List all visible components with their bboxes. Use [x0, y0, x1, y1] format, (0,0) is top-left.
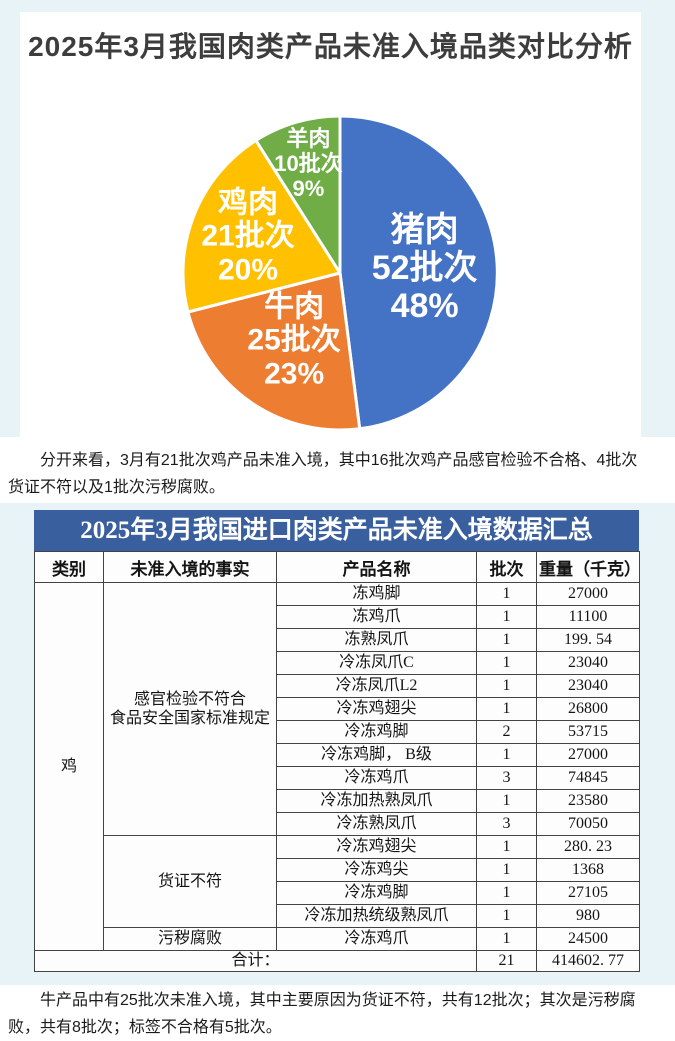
batches-cell: 1 [476, 789, 537, 813]
product-cell: 冷冻鸡脚， B级 [276, 743, 477, 767]
pie-label-beef: 牛肉 25批次 23% [247, 290, 341, 391]
table-body: 鸡感官检验不符合 食品安全国家标准规定 冻鸡脚 1 27000 冻鸡爪 1 11100 冻熟凤爪… [34, 582, 640, 951]
product-cell: 冷冻加热熟凤爪 [276, 789, 477, 813]
table-row: 冷冻加热统级熟凤爪 1 980 [35, 904, 640, 928]
paragraph-band-1: 分开来看，3月有21批次鸡产品未准入境，其中16批次鸡产品感官检验不合格、4批次… [0, 437, 675, 503]
pie-label-mutton: 羊肉 10批次 9% [274, 126, 343, 201]
batches-cell: 1 [476, 651, 537, 675]
weight-cell: 27000 [536, 582, 640, 606]
table-row: 冷冻鸡脚 2 53715 [35, 720, 640, 744]
table-row: 冻鸡爪 1 11100 [35, 605, 640, 629]
batches-cell: 1 [476, 904, 537, 928]
reason-cell: 污秽腐败 [103, 927, 277, 951]
total-row: 合计： 21 414602. 77 [34, 950, 640, 972]
batches-cell: 1 [476, 927, 537, 951]
table-row: 冷冻鸡翅尖 1 26800 [35, 697, 640, 721]
weight-cell: 70050 [536, 812, 640, 836]
weight-cell: 53715 [536, 720, 640, 744]
table-row: 冻熟凤爪 1 199. 54 [35, 628, 640, 652]
product-cell: 冷冻鸡脚 [276, 881, 477, 905]
batches-cell: 1 [476, 858, 537, 882]
product-cell: 冷冻熟凤爪 [276, 812, 477, 836]
batches-cell: 2 [476, 720, 537, 744]
column-header-category: 类别 [34, 551, 104, 583]
paragraph-1: 分开来看，3月有21批次鸡产品未准入境，其中16批次鸡产品感官检验不合格、4批次… [8, 452, 638, 496]
weight-cell: 280. 23 [536, 835, 640, 859]
total-weight-cell: 414602. 77 [536, 950, 640, 972]
table-row: 冷冻加热熟凤爪 1 23580 [35, 789, 640, 813]
batches-cell: 1 [476, 628, 537, 652]
column-header-product: 产品名称 [276, 551, 477, 583]
reason-cell: 感官检验不符合 食品安全国家标准规定 [103, 582, 277, 836]
column-header-weight: 重量（千克） [536, 551, 641, 583]
table-row: 货证不符 冷冻鸡翅尖 1 280. 23 [35, 835, 640, 928]
category-cell: 鸡 [34, 582, 104, 951]
pie-slice-pork [338, 114, 499, 431]
batches-cell: 1 [476, 582, 537, 606]
table-row: 冷冻熟凤爪 3 70050 [35, 812, 640, 836]
table-row: 冷冻鸡爪 3 74845 [35, 766, 640, 790]
weight-cell: 26800 [536, 697, 640, 721]
pie-chart [181, 114, 499, 432]
product-cell: 冷冻鸡脚 [276, 720, 477, 744]
hero-card: 2025年3月我国肉类产品未准入境品类对比分析 猪肉 52批次 48% 牛肉 25批次 2… [20, 12, 641, 437]
pie-slice-chicken [181, 138, 342, 314]
batches-cell: 1 [476, 605, 537, 629]
table-header-row: 类别 未准入境的事实 产品名称 批次 重量（千克） [34, 551, 641, 583]
product-cell: 冷冻鸡爪 [276, 766, 477, 790]
total-label-cell: 合计： [34, 950, 477, 972]
column-header-batches: 批次 [476, 551, 537, 583]
table-row: 冷冻鸡尖 1 1368 [35, 858, 640, 882]
product-cell: 冻鸡脚 [276, 582, 477, 606]
product-cell: 冷冻加热统级熟凤爪 [276, 904, 477, 928]
total-batches-cell: 21 [476, 950, 537, 972]
batches-cell: 1 [476, 881, 537, 905]
weight-cell: 23580 [536, 789, 640, 813]
summary-table-section: 2025年3月我国进口肉类产品未准入境数据汇总 类别 未准入境的事实 产品名称 … [0, 503, 675, 985]
table-row: 污秽腐败 冷冻鸡爪 1 24500 [35, 927, 640, 951]
column-header-reason: 未准入境的事实 [103, 551, 277, 583]
paragraph-band-2: 牛产品中有25批次未准入境，其中主要原因为货证不符，共有12批次；其次是污秽腐败… [0, 985, 675, 1036]
pie-label-pork: 猪肉 52批次 48% [371, 210, 478, 325]
reason-cell: 货证不符 [103, 835, 277, 928]
hero-section: 2025年3月我国肉类产品未准入境品类对比分析 猪肉 52批次 48% 牛肉 25批次 2… [0, 0, 675, 437]
product-cell: 冷冻鸡尖 [276, 858, 477, 882]
product-cell: 冷冻鸡翅尖 [276, 697, 477, 721]
table-row: 冷冻凤爪C 1 23040 [35, 651, 640, 675]
weight-cell: 27105 [536, 881, 640, 905]
weight-cell: 27000 [536, 743, 640, 767]
weight-cell: 23040 [536, 674, 640, 698]
batches-cell: 1 [476, 835, 537, 859]
batches-cell: 1 [476, 743, 537, 767]
pie-slice-beef [186, 271, 362, 432]
weight-cell: 980 [536, 904, 640, 928]
paragraph-2: 牛产品中有25批次未准入境，其中主要原因为货证不符，共有12批次；其次是污秽腐败… [8, 992, 636, 1036]
table-caption: 2025年3月我国进口肉类产品未准入境数据汇总 [34, 510, 639, 551]
batches-cell: 3 [476, 766, 537, 790]
weight-cell: 199. 54 [536, 628, 640, 652]
product-cell: 冷冻凤爪C [276, 651, 477, 675]
batches-cell: 3 [476, 812, 537, 836]
summary-table: 类别 未准入境的事实 产品名称 批次 重量（千克） 鸡感官检验不符合 食品安全国家… [34, 551, 641, 972]
weight-cell: 24500 [536, 927, 640, 951]
weight-cell: 74845 [536, 766, 640, 790]
pie-slice-mutton [254, 114, 342, 275]
product-cell: 冻鸡爪 [276, 605, 477, 629]
batches-cell: 1 [476, 674, 537, 698]
pie-label-chicken: 鸡肉 21批次 20% [201, 186, 295, 287]
weight-cell: 11100 [536, 605, 640, 629]
product-cell: 冷冻凤爪L2 [276, 674, 477, 698]
page-title: 2025年3月我国肉类产品未准入境品类对比分析 [28, 31, 633, 62]
table-row: 冷冻鸡脚 1 27105 [35, 881, 640, 905]
weight-cell: 23040 [536, 651, 640, 675]
table-row: 鸡感官检验不符合 食品安全国家标准规定 冻鸡脚 1 27000 [34, 582, 640, 951]
product-cell: 冻熟凤爪 [276, 628, 477, 652]
batches-cell: 1 [476, 697, 537, 721]
product-cell: 冷冻鸡翅尖 [276, 835, 477, 859]
product-cell: 冷冻鸡爪 [276, 927, 477, 951]
weight-cell: 1368 [536, 858, 640, 882]
